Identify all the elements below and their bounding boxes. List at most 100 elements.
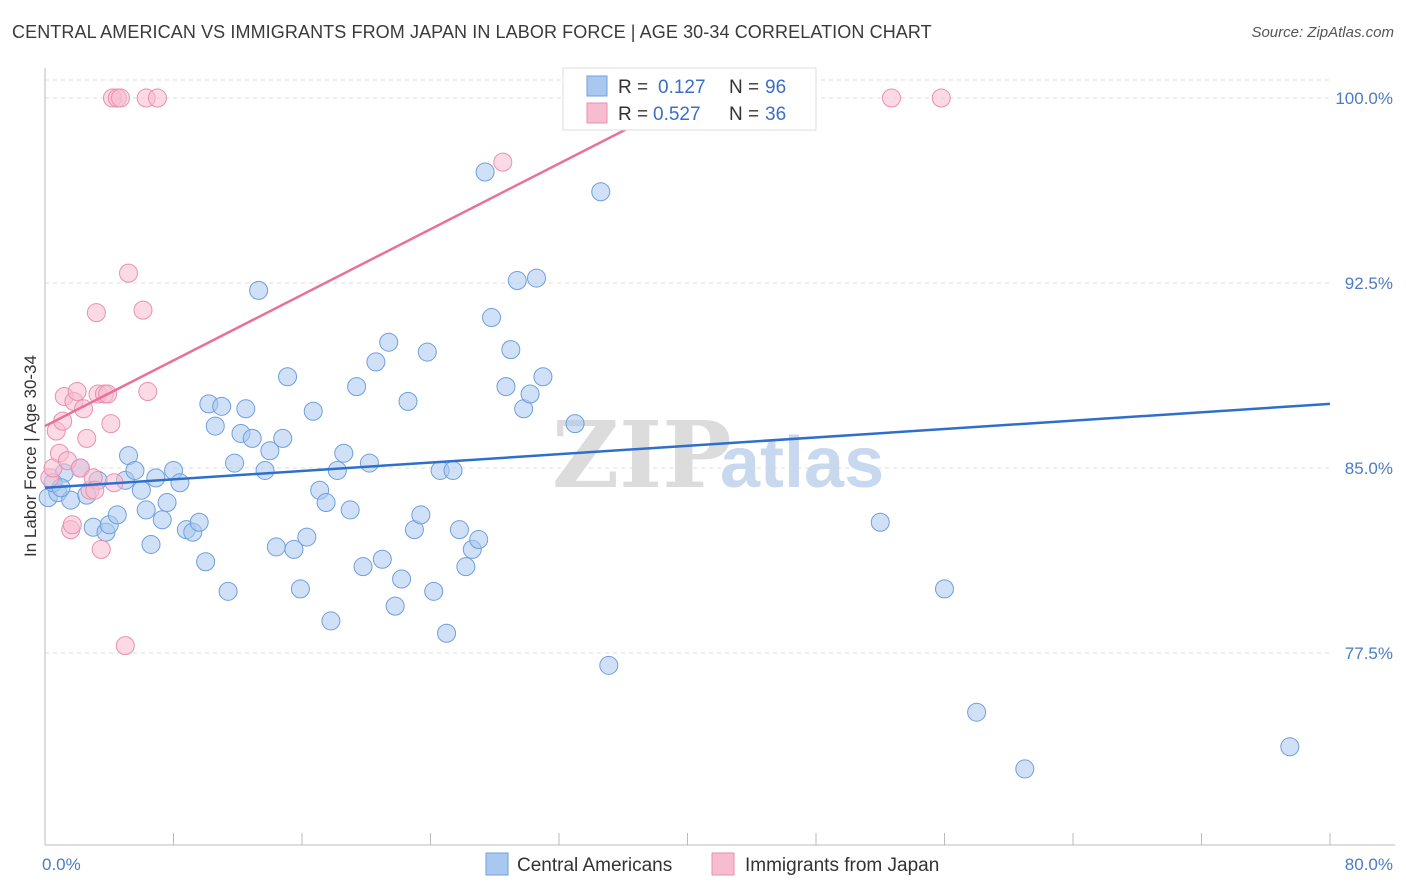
- central-americans-point: [157, 493, 177, 513]
- central-americans-point: [146, 468, 166, 488]
- central-americans-point: [424, 581, 444, 601]
- watermark: ZIP atlas: [552, 401, 884, 509]
- gridlines: [45, 79, 1330, 654]
- central-americans-point: [520, 384, 540, 404]
- central-americans-point: [443, 460, 463, 480]
- central-americans-point: [366, 352, 386, 372]
- legend-n-label-pink: N =: [729, 104, 759, 125]
- central-americans-point: [449, 520, 469, 540]
- central-americans-point: [107, 505, 127, 525]
- central-americans-point: [565, 414, 585, 434]
- y-tick-label-3: 77.5%: [1345, 644, 1393, 663]
- central-americans-point: [591, 182, 611, 202]
- central-americans-point: [284, 539, 304, 559]
- series-central-americans: [38, 88, 1300, 779]
- central-americans-point: [290, 579, 310, 599]
- central-americans-point: [456, 557, 476, 577]
- central-americans-point: [379, 332, 399, 352]
- central-americans-point: [218, 581, 238, 601]
- central-americans-point: [372, 549, 392, 569]
- central-americans-point: [141, 534, 161, 554]
- central-americans-point: [417, 342, 437, 362]
- central-americans-point: [205, 416, 225, 436]
- central-americans-point: [152, 510, 172, 530]
- central-americans-point: [385, 596, 405, 616]
- central-americans-point: [266, 537, 286, 557]
- central-americans-point: [136, 500, 156, 520]
- legend-r-value-blue: 0.127: [658, 77, 706, 98]
- y-tick-label-0: 100.0%: [1335, 89, 1393, 108]
- legend-swatch-central-americans: [485, 852, 509, 876]
- central-americans-point: [260, 441, 280, 461]
- legend-label-immigrants-from-japan: Immigrants from Japan: [745, 855, 939, 876]
- watermark-atlas: atlas: [720, 423, 884, 503]
- legend-n-value-blue: 96: [765, 77, 786, 98]
- central-americans-point: [437, 623, 457, 643]
- central-americans-point: [131, 480, 151, 500]
- legend-n-value-pink: 36: [765, 104, 786, 125]
- chart-title: CENTRAL AMERICAN VS IMMIGRANTS FROM JAPA…: [12, 22, 932, 42]
- immigrants-from-japan-point: [133, 300, 153, 320]
- central-americans-point: [482, 308, 502, 328]
- x-tick-label-1: 80.0%: [1345, 855, 1393, 874]
- central-americans-point: [1280, 737, 1300, 757]
- source-label: Source: ZipAtlas.com: [1251, 24, 1394, 41]
- legend-r-label-blue: R =: [618, 77, 648, 98]
- central-americans-point: [249, 280, 269, 300]
- central-americans-point: [212, 396, 232, 416]
- immigrants-from-japan-point: [119, 263, 139, 283]
- central-americans-point: [236, 399, 256, 419]
- series-legend: Central Americans Immigrants from Japan: [485, 852, 939, 876]
- central-americans-point: [255, 460, 275, 480]
- immigrants-from-japan-point: [493, 152, 513, 172]
- x-tick-label-0: 0.0%: [42, 855, 81, 874]
- central-americans-point: [334, 443, 354, 463]
- central-americans-point: [278, 367, 298, 387]
- y-axis-label: In Labor Force | Age 30-34: [21, 355, 40, 557]
- central-americans-point: [297, 527, 317, 547]
- immigrants-from-japan-point: [70, 458, 90, 478]
- central-americans-point: [967, 702, 987, 722]
- central-americans-point: [225, 453, 245, 473]
- legend-swatch-pink: [586, 102, 608, 124]
- trend-line-immigrants-from-japan: [44, 96, 689, 428]
- central-americans-point: [935, 579, 954, 599]
- central-americans-point: [340, 500, 360, 520]
- central-americans-point: [170, 473, 190, 493]
- y-tick-label-2: 85.0%: [1345, 459, 1393, 478]
- immigrants-from-japan-point: [115, 636, 135, 656]
- immigrants-from-japan-point: [110, 88, 130, 108]
- central-americans-point: [327, 460, 347, 480]
- central-americans-point: [1015, 759, 1035, 779]
- central-americans-point: [527, 268, 547, 288]
- immigrants-from-japan-point: [101, 414, 121, 434]
- y-tick-label-1: 92.5%: [1345, 274, 1393, 293]
- central-americans-point: [196, 552, 216, 572]
- central-americans-point: [273, 428, 293, 448]
- legend-r-value-pink: 0.527: [653, 104, 701, 125]
- trend-lines: [44, 96, 1331, 489]
- central-americans-point: [392, 569, 412, 589]
- legend-swatch-blue: [586, 75, 608, 97]
- central-americans-point: [316, 493, 336, 513]
- central-americans-point: [469, 530, 489, 550]
- immigrants-from-japan-point: [147, 88, 167, 108]
- central-americans-point: [189, 512, 209, 532]
- legend-n-label-blue: N =: [729, 77, 759, 98]
- central-americans-point: [303, 401, 323, 421]
- immigrants-from-japan-point: [86, 303, 106, 323]
- tick-labels: 100.0% 92.5% 85.0% 77.5% 0.0% 80.0%: [42, 89, 1393, 874]
- legend-label-central-americans: Central Americans: [517, 855, 672, 876]
- axes: [44, 68, 1395, 846]
- immigrants-from-japan-point: [931, 88, 951, 108]
- central-americans-point: [347, 377, 367, 397]
- trend-line-central-americans: [44, 402, 1331, 489]
- immigrants-from-japan-point: [62, 515, 82, 535]
- central-americans-point: [870, 512, 890, 532]
- central-americans-point: [599, 655, 619, 675]
- central-americans-point: [125, 460, 145, 480]
- central-americans-point: [496, 377, 516, 397]
- immigrants-from-japan-point: [67, 382, 87, 402]
- central-americans-point: [411, 505, 431, 525]
